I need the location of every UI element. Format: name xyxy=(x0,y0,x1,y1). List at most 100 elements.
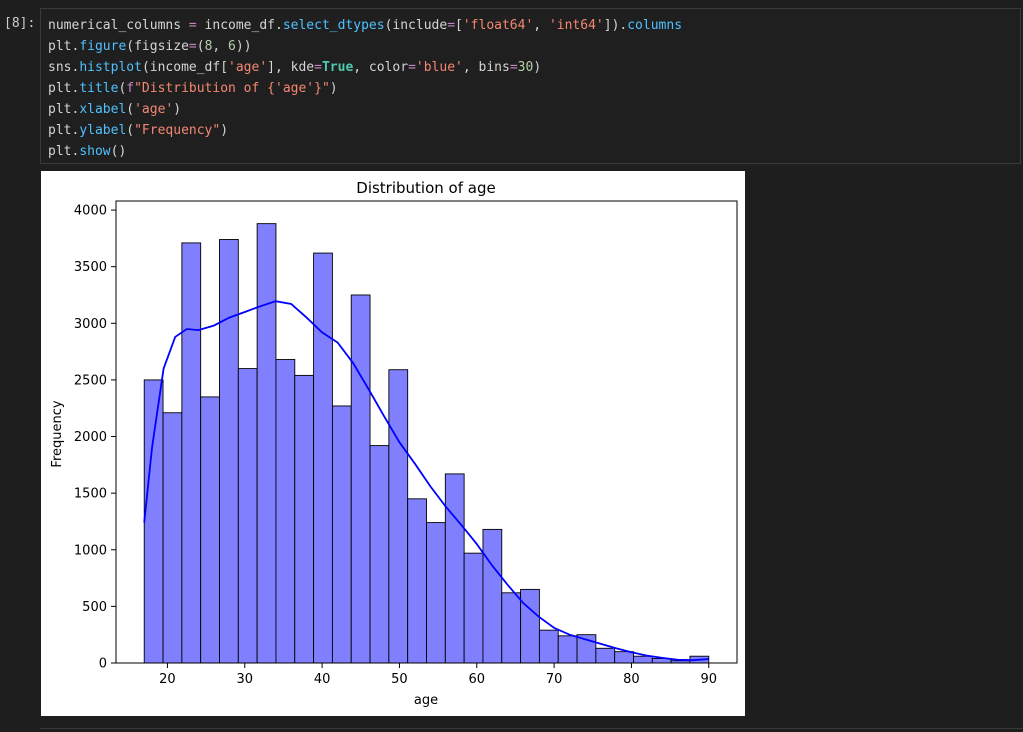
code-token: = xyxy=(509,60,518,75)
code-token: , xyxy=(533,18,549,33)
code-token: = xyxy=(408,60,416,75)
code-token: 6 xyxy=(228,39,236,54)
code-token: show xyxy=(79,144,111,159)
code-token: (income_df[ xyxy=(141,60,229,75)
code-token: (figsize xyxy=(126,39,189,54)
histogram-bar xyxy=(614,651,634,664)
next-cell-border xyxy=(40,728,1023,729)
code-token: , bins xyxy=(462,60,510,75)
code-token: xlabel xyxy=(79,102,127,117)
code-line: plt.show() xyxy=(48,141,682,162)
code-token: True xyxy=(321,60,354,75)
code-token: plt. xyxy=(48,123,80,138)
code-token: "Frequency" xyxy=(134,123,221,138)
histogram-bar xyxy=(482,528,503,664)
code-token: ( xyxy=(126,123,135,138)
code-line: plt.title(f"Distribution of {'age'}") xyxy=(48,78,682,99)
histogram-bar xyxy=(350,294,371,664)
x-tick-label: 80 xyxy=(623,672,640,687)
code-token: 'blue' xyxy=(415,60,463,75)
y-tick-label: 3000 xyxy=(74,317,107,332)
x-tick-label: 50 xyxy=(391,672,408,687)
code-token: ) xyxy=(329,81,338,96)
code-token: 'age' xyxy=(275,81,315,96)
code-line: numerical_columns = income_df.select_dty… xyxy=(48,15,682,36)
y-tick-label: 1000 xyxy=(74,543,107,558)
x-axis-label: age xyxy=(414,693,438,708)
code-token: , xyxy=(212,39,229,54)
code-token: plt. xyxy=(48,39,80,54)
code-token: )) xyxy=(235,39,252,54)
kde-curve xyxy=(143,300,709,662)
x-tick-label: 90 xyxy=(700,672,717,687)
code-token: figure xyxy=(79,39,127,54)
code-token: "Distribution of { xyxy=(134,81,275,96)
code-token: sns. xyxy=(48,60,80,75)
histogram-bar xyxy=(633,655,653,664)
x-tick-label: 60 xyxy=(468,672,485,687)
histogram-bar xyxy=(237,368,258,664)
code-token: ], kde xyxy=(267,60,315,75)
code-text[interactable]: numerical_columns = income_df.select_dty… xyxy=(48,15,682,162)
y-tick-label: 1500 xyxy=(74,487,107,502)
code-token: f xyxy=(126,81,135,96)
code-token: ) xyxy=(533,60,542,75)
x-tick-label: 40 xyxy=(314,672,331,687)
code-token: ) xyxy=(220,123,229,138)
code-token: histplot xyxy=(79,60,142,75)
code-token: 'age' xyxy=(134,102,174,117)
code-token: title xyxy=(79,81,119,96)
histogram-bar xyxy=(369,445,390,664)
code-token: plt. xyxy=(48,102,80,117)
code-line: plt.figure(figsize=(8, 6)) xyxy=(48,36,682,57)
code-token: ) xyxy=(173,102,182,117)
code-token: 'int64' xyxy=(548,18,604,33)
histogram-chart: 20 30 40 50 60 70 80 90 0 500 1000 1500 2000 2500 300… xyxy=(41,171,745,716)
code-token: 'age' xyxy=(228,60,268,75)
y-tick-label: 2000 xyxy=(74,430,107,445)
histogram-bar xyxy=(331,405,352,664)
code-line: plt.ylabel("Frequency") xyxy=(48,120,682,141)
code-token: = xyxy=(188,39,197,54)
code-token: (include xyxy=(384,18,448,33)
code-line: plt.xlabel('age') xyxy=(48,99,682,120)
code-token: ( xyxy=(118,81,127,96)
code-token: }" xyxy=(314,81,330,96)
y-tick-label: 2500 xyxy=(74,373,107,388)
code-cell-editor[interactable]: numerical_columns = income_df.select_dty… xyxy=(40,8,1021,164)
axes-frame xyxy=(115,200,738,664)
histogram-bar xyxy=(181,242,202,664)
y-axis-label: Frequency xyxy=(50,400,65,467)
code-token: 8 xyxy=(204,39,213,54)
y-tick-label: 3500 xyxy=(74,260,107,275)
histogram-bar xyxy=(520,588,540,664)
histogram-bar xyxy=(143,379,164,664)
histogram-bar xyxy=(426,522,446,664)
cell-output-plot: 20 30 40 50 60 70 80 90 0 500 1000 1500 2000 2500 300… xyxy=(41,171,745,716)
x-tick-label: 70 xyxy=(546,672,563,687)
histogram-bar xyxy=(501,592,522,664)
code-token: = xyxy=(447,18,456,33)
x-tick-label: 20 xyxy=(159,672,176,687)
chart-title: Distribution of age xyxy=(356,179,495,197)
histogram-bar xyxy=(313,252,333,664)
histogram-bar xyxy=(595,647,616,664)
histogram-bar xyxy=(219,239,239,664)
y-tick-label: 500 xyxy=(82,600,107,615)
histogram-bar xyxy=(200,396,220,664)
code-token: () xyxy=(110,144,127,159)
cell-execution-count: [8]: xyxy=(4,16,36,31)
code-token: numerical_columns xyxy=(48,18,189,33)
histogram-bar xyxy=(557,635,578,664)
code-token: ]). xyxy=(603,18,628,33)
code-token: [ xyxy=(455,18,463,33)
code-token: ( xyxy=(126,102,135,117)
code-token: select_dtypes xyxy=(282,18,385,33)
histogram-bar xyxy=(162,412,183,664)
code-token: = xyxy=(188,18,197,33)
histogram-bar xyxy=(463,552,484,664)
code-token: , color xyxy=(353,60,409,75)
code-token: plt. xyxy=(48,81,80,96)
code-token: columns xyxy=(627,18,683,33)
y-tick-label: 4000 xyxy=(74,204,107,219)
